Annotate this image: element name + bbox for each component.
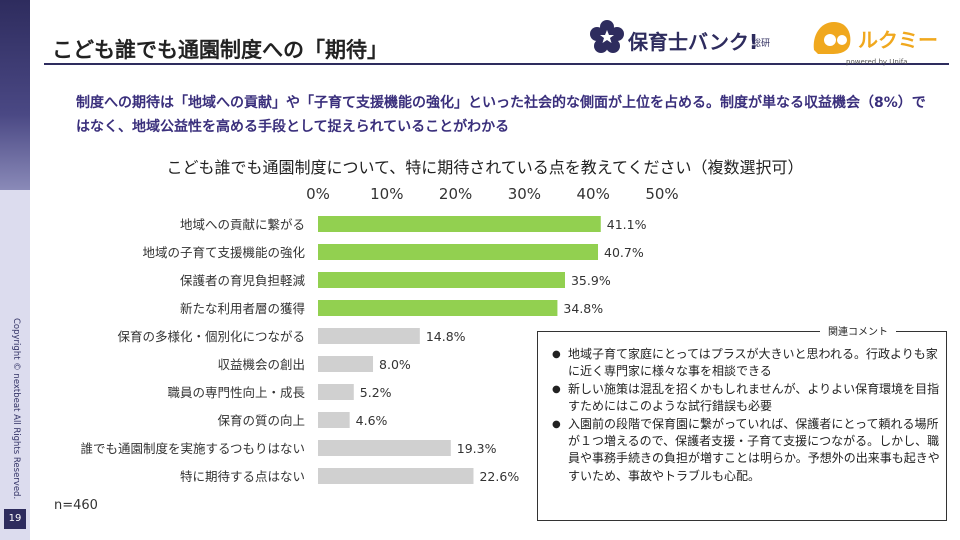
- headline-summary: 制度への期待は「地域への貢献」や「子育て支援機能の強化」といった社会的な側面が上…: [76, 95, 926, 135]
- category-label: 保育の質の向上: [217, 413, 305, 428]
- category-label: 新たな利用者層の獲得: [180, 301, 305, 316]
- data-label: 34.8%: [563, 301, 603, 316]
- bar: [318, 300, 558, 316]
- page-title: こども誰でも通園制度への「期待」: [52, 38, 388, 62]
- data-label: 22.6%: [479, 469, 519, 484]
- comment-list: 地域子育て家庭にとってはプラスが大きいと思われる。行政よりも家に近く専門家に様々…: [552, 346, 940, 485]
- category-label: 誰でも通園制度を実施するつもりはない: [80, 441, 305, 456]
- sidebar: [0, 0, 30, 540]
- data-label: 41.1%: [607, 217, 647, 232]
- page-number: 19: [4, 509, 26, 529]
- chart-title: こども誰でも通園制度について、特に期待されている点を教えてください（複数選択可）: [166, 158, 804, 177]
- category-label: 保護者の育児負担軽減: [180, 273, 306, 288]
- x-tick-label: 20%: [439, 185, 472, 203]
- bar: [318, 272, 565, 288]
- x-tick-label: 30%: [508, 185, 541, 203]
- sidebar-accent: [0, 0, 30, 190]
- x-tick-label: 0%: [306, 185, 330, 203]
- comment-item: 入園前の段階で保育園に繋がっていれば、保護者にとって頼れる場所が１つ増えるので、…: [552, 416, 940, 486]
- data-label: 40.7%: [604, 245, 644, 260]
- category-label: 保育の多様化・個別化につながる: [117, 329, 305, 344]
- category-label: 地域の子育て支援機能の強化: [142, 245, 305, 260]
- category-label: 収益機会の創出: [217, 357, 305, 372]
- sample-size-label: n=460: [54, 498, 98, 513]
- hoikushi-bank-logo: 保育士バンク! 総研: [590, 20, 780, 60]
- bar: [318, 412, 350, 428]
- hoikushi-bank-name: 保育士バンク!: [628, 30, 759, 54]
- x-tick-label: 50%: [645, 185, 678, 203]
- comment-item: 新しい施策は混乱を招くかもしれませんが、よりよい保育環境を目指すためにはこのよう…: [552, 381, 940, 416]
- comment-item: 地域子育て家庭にとってはプラスが大きいと思われる。行政よりも家に近く専門家に様々…: [552, 346, 940, 381]
- data-label: 19.3%: [457, 441, 497, 456]
- bar: [318, 216, 601, 232]
- data-label: 14.8%: [426, 329, 466, 344]
- data-label: 5.2%: [360, 385, 392, 400]
- flower-logo-icon: [590, 20, 624, 53]
- bar: [318, 468, 474, 484]
- data-label: 35.9%: [571, 273, 611, 288]
- comment-box-title: 関連コメント: [820, 323, 896, 338]
- x-tick-label: 40%: [577, 185, 610, 203]
- title-underline: [44, 63, 949, 65]
- bar: [318, 244, 599, 260]
- bar: [318, 440, 451, 456]
- bar: [318, 384, 354, 400]
- x-tick-label: 10%: [370, 185, 403, 203]
- lukumi-name: ルクミー: [858, 28, 938, 52]
- lukumi-powered-by: powered by Unifa: [846, 58, 908, 66]
- category-label: 職員の専門性向上・成長: [167, 385, 305, 400]
- data-label: 4.6%: [356, 413, 388, 428]
- data-label: 8.0%: [379, 357, 411, 372]
- hoikushi-bank-sub: 総研: [752, 39, 771, 49]
- category-label: 特に期待する点はない: [180, 469, 305, 484]
- category-label: 地域への貢献に繋がる: [180, 217, 305, 232]
- lukumi-mascot-icon: [813, 22, 851, 54]
- bar: [318, 328, 420, 344]
- bar: [318, 356, 374, 372]
- lukumi-logo: ルクミー powered by Unifa: [810, 18, 950, 70]
